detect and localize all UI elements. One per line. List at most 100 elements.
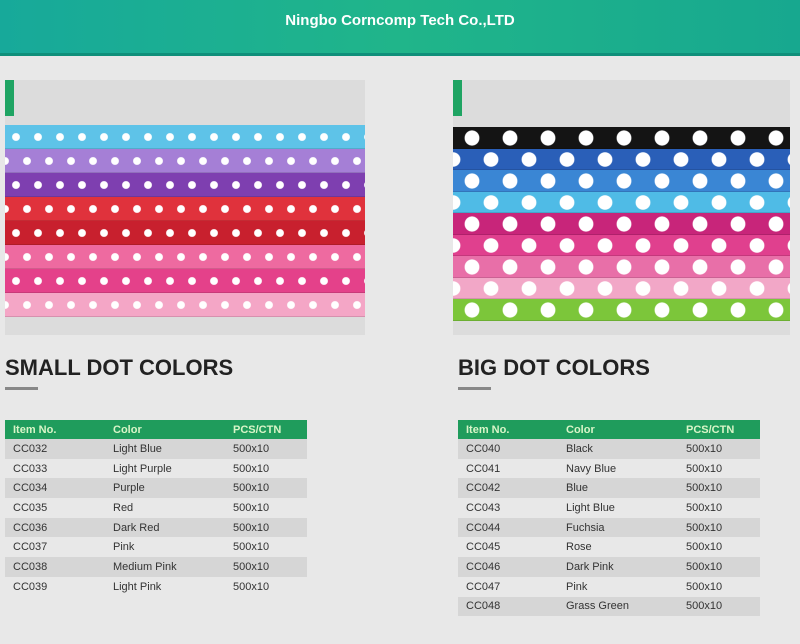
cell-pcs: 500x10 [686,580,723,593]
table-row: CC039 Light Pink 500x10 [5,577,307,597]
green-tab-marker [5,80,14,116]
table-row: CC033 Light Purple 500x10 [5,459,307,479]
straw-pink [453,277,790,299]
table-row: CC041 Navy Blue 500x10 [458,459,760,479]
section-title-small-dot: SMALL DOT COLORS [5,355,234,380]
table-header-row: Item No. Color PCS/CTN [458,420,760,439]
header-banner: Ningbo Corncomp Tech Co.,LTD [0,0,800,56]
cell-item: CC035 [13,501,48,514]
title-underline [458,387,491,390]
table-row: CC047 Pink 500x10 [458,577,760,597]
table-row: CC037 Pink 500x10 [5,537,307,557]
cell-pcs: 500x10 [225,478,307,499]
cell-item: CC048 [458,596,558,617]
cell-pcs: 500x10 [686,462,723,475]
small-dot-straws-photo [5,80,365,335]
straw-fuchsia [453,213,790,235]
straw-black [453,127,790,149]
straw-blue [453,170,790,192]
table-row: CC034 Purple 500x10 [5,478,307,499]
column-header: PCS/CTN [678,420,760,439]
cell-pcs: 500x10 [678,517,760,538]
straw-grass-green [453,299,790,321]
company-title: Ningbo Corncomp Tech Co.,LTD [285,12,515,29]
column-header: Color [558,420,678,439]
title-underline [5,387,38,390]
cell-color: Red [113,501,134,514]
cell-item: CC038 [5,557,105,577]
table-row: CC042 Blue 500x10 [458,478,760,499]
big-dot-straws-photo [453,80,790,335]
section-title-big-dot: BIG DOT COLORS [458,355,650,380]
big-dot-table: Item No. Color PCS/CTN CC040 Black 500x10 CC04… [458,420,760,617]
table-row: CC038 Medium Pink 500x10 [5,557,307,577]
cell-pcs: 500x10 [678,439,760,459]
table-row: CC036 Dark Red 500x10 [5,517,307,538]
cell-pcs: 500x10 [233,501,270,514]
column-header: Item No. [5,420,105,439]
table-row: CC045 Rose 500x10 [458,537,760,557]
column-header: PCS/CTN [225,420,307,439]
cell-color: Pink [113,541,135,554]
table-row: CC048 Grass Green 500x10 [458,596,760,617]
cell-pcs: 500x10 [225,439,307,459]
column-header: Item No. [458,420,558,439]
cell-color: Light Purple [113,462,172,475]
straw-medium-pink [5,269,365,293]
cell-color: Blue [558,478,678,499]
cell-item: CC043 [466,501,501,514]
straw-light-blue [5,125,365,149]
cell-color: Grass Green [558,596,678,617]
straw-pink [5,245,365,269]
cell-item: CC040 [458,439,558,459]
straw-navy-blue [453,148,790,170]
column-header: Color [105,420,225,439]
cell-item: CC047 [466,580,501,593]
cell-pcs: 500x10 [678,478,760,499]
cell-pcs: 500x10 [686,541,723,554]
cell-item: CC037 [13,541,48,554]
cell-item: CC044 [458,517,558,538]
straw-stack [453,127,790,321]
straw-light-blue [453,191,790,213]
straw-stack [5,125,365,317]
cell-color: Black [558,439,678,459]
cell-color: Dark Pink [558,557,678,577]
table-row: CC043 Light Blue 500x10 [458,498,760,518]
small-dot-table: Item No. Color PCS/CTN CC032 Light Blue 500x1… [5,420,307,597]
table-row: CC035 Red 500x10 [5,498,307,518]
straw-rose [453,234,790,256]
cell-item: CC032 [5,439,105,459]
cell-color: Medium Pink [105,557,225,577]
cell-color: Light Blue [566,501,615,514]
straw-red [5,197,365,221]
cell-item: CC034 [5,478,105,499]
table-row: CC044 Fuchsia 500x10 [458,517,760,538]
cell-pcs: 500x10 [678,557,760,577]
straw-light-purple [5,149,365,173]
cell-color: Fuchsia [558,517,678,538]
cell-item: CC041 [466,462,501,475]
cell-pcs: 500x10 [233,462,270,475]
cell-item: CC039 [13,580,48,593]
cell-color: Dark Red [105,517,225,538]
cell-item: CC042 [458,478,558,499]
cell-color: Light Pink [113,580,162,593]
table-row: CC040 Black 500x10 [458,439,760,459]
table-row: CC046 Dark Pink 500x10 [458,557,760,577]
cell-item: CC036 [5,517,105,538]
cell-color: Light Blue [105,439,225,459]
cell-pcs: 500x10 [233,580,270,593]
cell-item: CC045 [466,541,501,554]
cell-color: Purple [105,478,225,499]
cell-pcs: 500x10 [678,596,760,617]
green-tab-marker [453,80,462,116]
cell-pcs: 500x10 [686,501,723,514]
straw-light-pink [5,293,365,317]
cell-item: CC046 [458,557,558,577]
cell-pcs: 500x10 [233,541,270,554]
cell-item: CC033 [13,462,48,475]
cell-color: Rose [566,541,592,554]
cell-color: Navy Blue [566,462,617,475]
table-row: CC032 Light Blue 500x10 [5,439,307,459]
